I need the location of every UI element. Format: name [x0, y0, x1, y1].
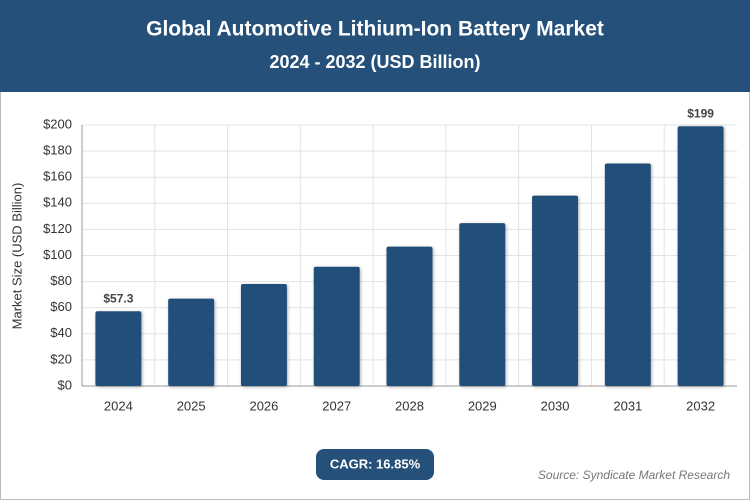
bar [168, 298, 215, 386]
cagr-text: CAGR: 16.85% [330, 456, 421, 471]
y-tick-label: $100 [43, 247, 72, 262]
y-tick-label: $160 [43, 169, 72, 184]
bar [677, 126, 724, 387]
y-tick-label: $40 [50, 325, 72, 340]
value-label: $57.3 [103, 291, 133, 305]
bar [386, 246, 433, 386]
x-tick-label: 2026 [249, 398, 278, 413]
source: Source: Syndicate Market Research [538, 468, 730, 482]
bar [95, 311, 142, 386]
bar [240, 283, 287, 386]
bar [604, 163, 651, 386]
x-tick-label: 2027 [322, 398, 351, 413]
y-tick-label: $0 [58, 377, 72, 392]
y-axis-label: Market Size (USD Billion) [9, 183, 24, 330]
value-label: $199 [687, 106, 714, 120]
x-tick-label: 2028 [395, 398, 424, 413]
x-tick-label: 2031 [613, 398, 642, 413]
chart-title: Global Automotive Lithium-Ion Battery Ma… [146, 18, 604, 41]
y-tick-label: $200 [43, 116, 72, 131]
y-tick-label: $20 [50, 351, 72, 366]
bar [459, 223, 506, 386]
x-tick-label: 2032 [686, 398, 715, 413]
y-tick-label: $120 [43, 221, 72, 236]
x-tick-label: 2024 [104, 398, 133, 413]
y-tick-label: $140 [43, 195, 72, 210]
cagr-badge [316, 449, 434, 480]
header [0, 0, 750, 92]
y-tick-label: $60 [50, 299, 72, 314]
y-tick-label: $80 [50, 273, 72, 288]
x-tick-label: 2029 [468, 398, 497, 413]
y-tick-label: $180 [43, 143, 72, 158]
x-tick-label: 2030 [541, 398, 570, 413]
bar [532, 195, 579, 386]
bar [313, 266, 360, 386]
x-tick-label: 2025 [177, 398, 206, 413]
chart-subtitle: 2024 - 2032 (USD Billion) [269, 52, 480, 72]
